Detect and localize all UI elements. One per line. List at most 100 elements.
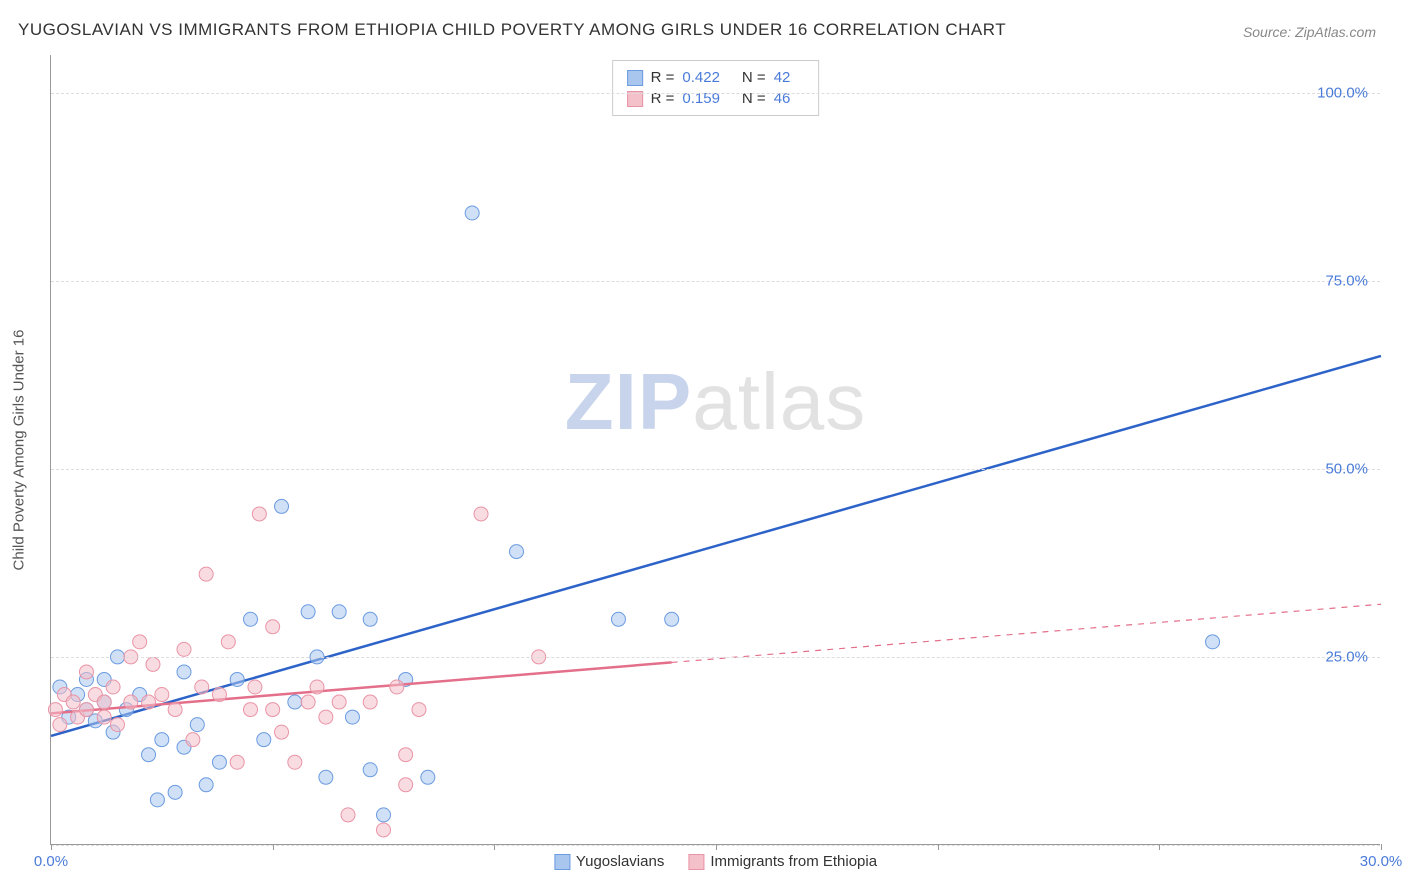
data-point (275, 499, 289, 513)
gridline-h (51, 657, 1380, 658)
data-point (288, 755, 302, 769)
data-point (412, 703, 426, 717)
legend-r-value: 0.422 (682, 69, 720, 86)
legend-n-label: N = (742, 69, 766, 86)
data-point (332, 695, 346, 709)
data-point (275, 725, 289, 739)
data-point (465, 206, 479, 220)
data-point (363, 612, 377, 626)
data-point (332, 605, 346, 619)
data-point (106, 680, 120, 694)
data-point (230, 755, 244, 769)
legend-stats: R = 0.422 N = 42 R =0.159N =46 (612, 60, 820, 116)
data-point (79, 703, 93, 717)
gridline-h (51, 93, 1380, 94)
data-point (266, 703, 280, 717)
data-point (195, 680, 209, 694)
data-point (399, 748, 413, 762)
data-point (212, 688, 226, 702)
data-point (155, 733, 169, 747)
legend-series-item: Yugoslavians (554, 853, 664, 870)
data-point (177, 642, 191, 656)
data-point (177, 665, 191, 679)
data-point (345, 710, 359, 724)
plot-area: Child Poverty Among Girls Under 16 ZIPat… (50, 55, 1380, 845)
data-point (248, 680, 262, 694)
legend-stats-row: R = 0.422 N = 42 (627, 67, 805, 88)
data-point (199, 778, 213, 792)
regression-line-solid (51, 356, 1381, 736)
x-tick (51, 844, 52, 850)
data-point (97, 695, 111, 709)
scatter-svg (51, 55, 1380, 844)
data-point (66, 695, 80, 709)
data-point (150, 793, 164, 807)
data-point (421, 770, 435, 784)
data-point (221, 635, 235, 649)
legend-stats-row: R =0.159N =46 (627, 88, 805, 109)
x-tick-label: 0.0% (34, 853, 68, 870)
data-point (168, 703, 182, 717)
x-tick (1159, 844, 1160, 850)
data-point (665, 612, 679, 626)
regression-line-dashed (672, 604, 1381, 662)
gridline-h (51, 469, 1380, 470)
data-point (142, 748, 156, 762)
legend-series: Yugoslavians Immigrants from Ethiopia (554, 853, 877, 870)
y-tick-label: 100.0% (1317, 84, 1368, 101)
source-label: Source: ZipAtlas.com (1243, 24, 1376, 40)
data-point (363, 695, 377, 709)
data-point (142, 695, 156, 709)
data-point (510, 545, 524, 559)
data-point (155, 688, 169, 702)
data-point (319, 770, 333, 784)
data-point (611, 612, 625, 626)
data-point (319, 710, 333, 724)
data-point (199, 567, 213, 581)
data-point (190, 718, 204, 732)
data-point (288, 695, 302, 709)
legend-swatch (688, 854, 704, 870)
legend-swatch (627, 70, 643, 86)
data-point (301, 605, 315, 619)
data-point (363, 763, 377, 777)
data-point (474, 507, 488, 521)
legend-n-value: 42 (774, 69, 791, 86)
data-point (48, 703, 62, 717)
data-point (244, 703, 258, 717)
data-point (146, 657, 160, 671)
x-tick-label: 30.0% (1360, 853, 1403, 870)
legend-r-label: R = (651, 69, 675, 86)
y-axis-label: Child Poverty Among Girls Under 16 (11, 329, 28, 570)
legend-series-label: Yugoslavians (576, 853, 664, 870)
data-point (341, 808, 355, 822)
legend-swatch (554, 854, 570, 870)
data-point (186, 733, 200, 747)
data-point (133, 635, 147, 649)
data-point (377, 823, 391, 837)
data-point (168, 785, 182, 799)
data-point (377, 808, 391, 822)
data-point (390, 680, 404, 694)
data-point (1206, 635, 1220, 649)
data-point (301, 695, 315, 709)
y-tick-label: 75.0% (1325, 272, 1368, 289)
chart-title: YUGOSLAVIAN VS IMMIGRANTS FROM ETHIOPIA … (18, 20, 1006, 40)
x-tick (494, 844, 495, 850)
x-tick (1381, 844, 1382, 850)
data-point (266, 620, 280, 634)
data-point (53, 718, 67, 732)
y-tick-label: 50.0% (1325, 460, 1368, 477)
data-point (97, 710, 111, 724)
gridline-h (51, 281, 1380, 282)
x-tick (716, 844, 717, 850)
data-point (257, 733, 271, 747)
data-point (244, 612, 258, 626)
data-point (310, 680, 324, 694)
legend-series-label: Immigrants from Ethiopia (710, 853, 877, 870)
data-point (252, 507, 266, 521)
data-point (230, 672, 244, 686)
x-tick (273, 844, 274, 850)
data-point (79, 665, 93, 679)
data-point (111, 718, 125, 732)
